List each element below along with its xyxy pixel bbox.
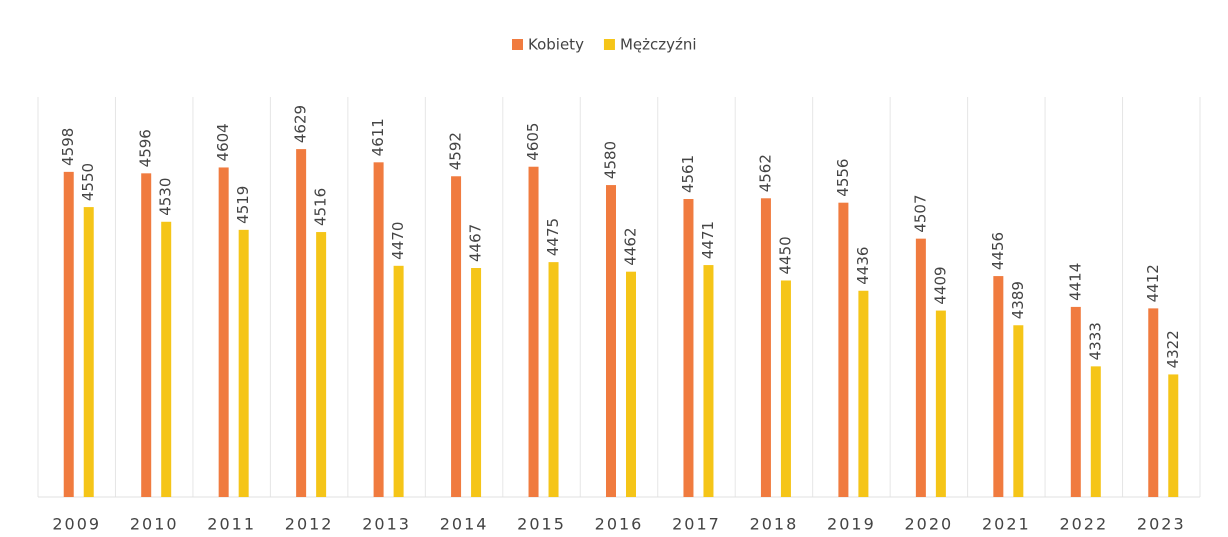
- bar: [238, 229, 249, 497]
- x-tick-label: 2014: [440, 515, 489, 534]
- data-label: 4562: [756, 154, 774, 192]
- bar: [1090, 366, 1101, 497]
- data-label: 4580: [602, 141, 620, 179]
- bar: [838, 202, 849, 497]
- bar: [1148, 308, 1159, 497]
- x-tick-label: 2018: [750, 515, 799, 534]
- x-tick-label: 2023: [1137, 515, 1186, 534]
- data-label: 4530: [157, 178, 175, 216]
- data-label: 4556: [834, 159, 852, 197]
- data-label: 4450: [776, 236, 794, 274]
- data-label: 4333: [1086, 322, 1104, 360]
- bar: [83, 207, 94, 497]
- bar: [703, 265, 714, 497]
- bar: [141, 173, 152, 498]
- data-label: 4629: [292, 105, 310, 143]
- bar: [63, 171, 74, 498]
- data-label: 4389: [1009, 281, 1027, 319]
- data-label: 4605: [524, 123, 542, 161]
- bar: [780, 280, 791, 497]
- bar: [858, 290, 869, 497]
- bar: [161, 221, 172, 498]
- bar: [935, 310, 946, 497]
- x-tick-label: 2022: [1059, 515, 1108, 534]
- bar: [218, 167, 229, 497]
- x-tick-label: 2012: [285, 515, 334, 534]
- bar: [1168, 374, 1179, 497]
- data-label: 4412: [1144, 264, 1162, 302]
- data-label: 4519: [234, 186, 252, 224]
- data-label: 4596: [137, 129, 155, 167]
- bar: [296, 149, 307, 497]
- data-label: 4436: [854, 247, 872, 285]
- bar: [626, 271, 636, 497]
- x-tick-label: 2019: [827, 515, 876, 534]
- x-tick-label: 2016: [595, 515, 644, 534]
- bar: [606, 185, 616, 497]
- bar: [528, 166, 539, 497]
- bar: [993, 276, 1004, 497]
- data-label: 4467: [467, 224, 485, 262]
- legend-label: Mężczyźni: [620, 36, 697, 54]
- x-tick-label: 2017: [672, 515, 721, 534]
- data-label: 4470: [389, 222, 407, 260]
- bar: [915, 238, 926, 498]
- x-tick-label: 2010: [130, 515, 179, 534]
- data-label: 4561: [679, 155, 697, 193]
- data-label: 4409: [931, 266, 949, 304]
- bar: [760, 198, 771, 497]
- data-label: 4456: [989, 232, 1007, 270]
- x-tick-label: 2009: [52, 515, 101, 534]
- data-label: 4471: [699, 221, 717, 259]
- data-label: 4598: [59, 128, 77, 166]
- data-label: 4322: [1164, 330, 1182, 368]
- x-tick-label: 2015: [517, 515, 566, 534]
- data-label: 4592: [447, 132, 465, 170]
- data-label: 4414: [1066, 263, 1084, 301]
- bar: [548, 262, 559, 497]
- bar: [1013, 325, 1024, 497]
- bar: [316, 232, 327, 497]
- bar: [1070, 306, 1081, 497]
- data-label: 4462: [622, 227, 640, 265]
- x-tick-label: 2011: [207, 515, 256, 534]
- data-label: 4550: [79, 163, 97, 201]
- data-label: 4516: [312, 188, 330, 226]
- bar: [393, 265, 404, 497]
- data-label: 4507: [911, 194, 929, 232]
- bar: [471, 268, 482, 497]
- x-tick-label: 2020: [905, 515, 954, 534]
- legend-swatch: [603, 39, 615, 50]
- data-label: 4475: [544, 218, 562, 256]
- x-tick-label: 2021: [982, 515, 1031, 534]
- bar: [683, 199, 694, 497]
- x-tick-label: 2013: [362, 515, 411, 534]
- bar: [451, 176, 462, 497]
- data-label: 4611: [369, 118, 387, 156]
- data-label: 4604: [214, 123, 232, 161]
- legend-swatch: [512, 39, 523, 50]
- legend-label: Kobiety: [528, 36, 584, 54]
- bar: [373, 162, 384, 497]
